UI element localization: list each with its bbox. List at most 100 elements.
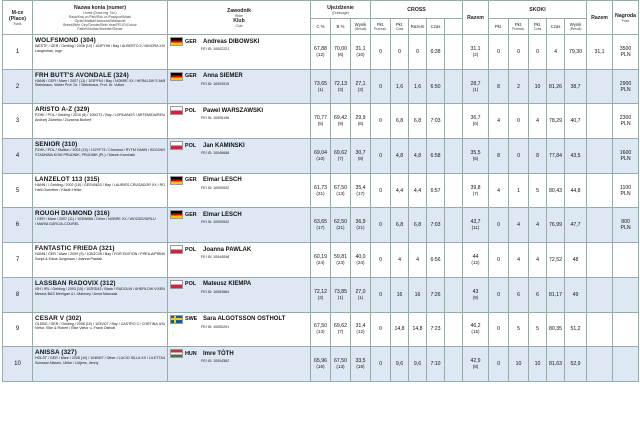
razem-total: 35,5 (5): [462, 138, 490, 174]
cross-przeszk: 16: [390, 276, 410, 313]
dressage-c: 65,96 (16): [310, 346, 331, 382]
horse-owner: Steinkraus, Volker Prof. Dr. / Steinkrau…: [35, 83, 125, 88]
cross-czas: 6:38: [426, 34, 446, 70]
skoki-czas: 80,43: [546, 172, 566, 209]
horse-owner: Hahl Guenther / Kikuth Heike: [35, 187, 82, 192]
pol-flag-icon: [170, 141, 183, 151]
skoki-wynik: 44,8: [564, 172, 588, 209]
skoki-header: SKOKI: [488, 0, 588, 19]
horse-cell: ANISSA (327) HOLST / GER / Mare / 2008 (1…: [32, 346, 168, 382]
dressage-result: 27,1 (2): [349, 68, 372, 105]
nation-code: POL: [185, 107, 197, 114]
skoki-czas: 81,63: [546, 346, 566, 382]
dressage-result: 30,7 (8): [349, 138, 372, 174]
razem2-header: Razem: [586, 0, 614, 35]
skoki-pkt: 4: [488, 103, 510, 140]
razem2-total: [586, 311, 614, 348]
razem-total: 44 (12): [462, 242, 490, 278]
prize-cell: [612, 346, 640, 382]
horse-owner: Andrzej Zdzieblo / Zuzanna Burkert: [35, 118, 92, 123]
skoki-czas: 76,99: [546, 207, 566, 244]
ger-flag-icon: [170, 210, 183, 220]
skoki-czas-pts: 5: [528, 172, 548, 209]
fei-id: FEI ID: 10000532: [201, 185, 230, 190]
skoki-pkt: 8: [488, 138, 510, 174]
cross-pkt: 0: [370, 346, 392, 382]
table-row: 4 SENIOR (310) PZHK / POL / Stallion / 200…: [2, 138, 640, 174]
dressage-c: 73,65 (1): [310, 68, 331, 105]
skoki-przeszk: 6: [508, 276, 530, 313]
fei-id: FEI ID: 10000201: [201, 324, 230, 329]
dressage-b: 69,62 (7): [330, 138, 351, 174]
cross-przeszk: 6,8: [390, 207, 410, 244]
rider-header: Zawodnik Rider Klub Club: [167, 0, 311, 35]
horse-name: LASSBAN RADOVIX (312): [35, 279, 116, 287]
razem-total: 46,2 (15): [462, 311, 490, 348]
place-cell: 8: [2, 276, 33, 313]
table-header: M-ce (Place) Rank Nazwa konia (numer) Hor…: [2, 0, 640, 35]
horse-details: OLDBG / GER / Gelding / 2008 (10) / 103V…: [35, 321, 165, 326]
dressage-c-header: C %: [310, 18, 331, 35]
skoki-pkt: 0: [488, 311, 510, 348]
razem2-total: 31,1: [586, 34, 614, 70]
results-body: 1 WOLFSMOND (304) WESTF / GER / Gelding / …: [2, 34, 640, 382]
cross-pkt: 0: [370, 34, 392, 70]
skoki-przeszk: 5: [508, 311, 530, 348]
cross-pkt: 0: [370, 242, 392, 278]
horse-cell: CESAR V (302) OLDBG / GER / Gelding / 200…: [32, 311, 168, 348]
skoki-przeszk: 0: [508, 34, 530, 70]
horse-details: PZHK / POL / Gelding / 2010 (8) / 105GT2…: [35, 113, 165, 118]
horse-name: FRH BUTT'S AVONDALE (324): [35, 71, 129, 79]
prize-cell: 2900 PLN: [612, 68, 640, 105]
skoki-przeszk: 2: [508, 68, 530, 105]
cross-pkt-header: Pkt. Przeszk.: [370, 18, 392, 35]
dressage-c: 72,12 (2): [310, 276, 331, 313]
cross-przeszk: 4,8: [390, 138, 410, 174]
fei-id: FEI ID: 10003919: [201, 81, 230, 86]
cross-extra: [444, 68, 464, 105]
cross-czas-pts-header: Razem: [408, 18, 428, 35]
razem2-total: [586, 242, 614, 278]
cross-czas-pts: 6,8: [408, 207, 428, 244]
skoki-wynik: 43,5: [564, 138, 588, 174]
dressage-b-header: B %: [330, 18, 351, 35]
rider-name: Mateusz KIEMPA: [203, 281, 252, 288]
dressage-b: 67,50 (13): [330, 346, 351, 382]
fei-id: FEI ID: 10063864: [201, 289, 230, 294]
rider-cell: POL Pawel WARSZAWSKI FEI ID: 10005196: [167, 103, 311, 140]
skoki-czas: 81,17: [546, 276, 566, 313]
cross-czas-pts: 4,4: [408, 172, 428, 209]
horse-name: FANTASTIC FRIEDA (321): [35, 245, 115, 253]
dressage-result: 31,1 (10): [349, 34, 372, 70]
horse-owner: Schwarz-Nissen, Ulrike / Lütjens, Jenny: [35, 360, 99, 365]
cross-czas: 7:23: [426, 311, 446, 348]
horse-cell: WOLFSMOND (304) WESTF / GER / Gelding / 2…: [32, 34, 168, 70]
skoki-wynik: 40,7: [564, 103, 588, 140]
dressage-b: 69,62 (7): [330, 311, 351, 348]
prize-cell: 2300 PLN: [612, 103, 640, 140]
skoki-wynik: 79,30: [564, 34, 588, 70]
razem2-total: [586, 68, 614, 105]
skoki-pkt-header: Pkt.: [488, 18, 510, 35]
cross-extra: [444, 207, 464, 244]
table-row: 10 ANISSA (327) HOLST / GER / Mare / 2008 …: [2, 346, 640, 382]
cross-pkt: 0: [370, 138, 392, 174]
dressage-c: 60,19 (24): [310, 242, 331, 278]
rider-cell: POL Joanna PAWLAK FEI ID: 10044098: [167, 242, 311, 278]
horse-cell: FANTASTIC FRIEDA (321) HANN / GER / Mare …: [32, 242, 168, 278]
cross-czas-pts: 14,8: [408, 311, 428, 348]
skoki-czas-pts: 5: [528, 311, 548, 348]
cross-przeszk: 4,4: [390, 172, 410, 209]
skoki-pkt: 8: [488, 68, 510, 105]
prize-cell: [612, 311, 640, 348]
fei-id: FEI ID: 10002221: [201, 47, 230, 51]
cross-przeszk: 6,8: [390, 103, 410, 140]
table-row: 3 ARISTO A-Z (329) PZHK / POL / Gelding / …: [2, 103, 640, 140]
skoki-czas-pts: 4: [528, 207, 548, 244]
skoki-pkt: 0: [488, 242, 510, 278]
cross-pkt: 0: [370, 207, 392, 244]
razem-header: Razem: [462, 0, 490, 35]
razem-total: 31,1 (2): [462, 34, 490, 70]
skoki-czas-pts: 10: [528, 68, 548, 105]
skoki-pkt: 4: [488, 172, 510, 209]
